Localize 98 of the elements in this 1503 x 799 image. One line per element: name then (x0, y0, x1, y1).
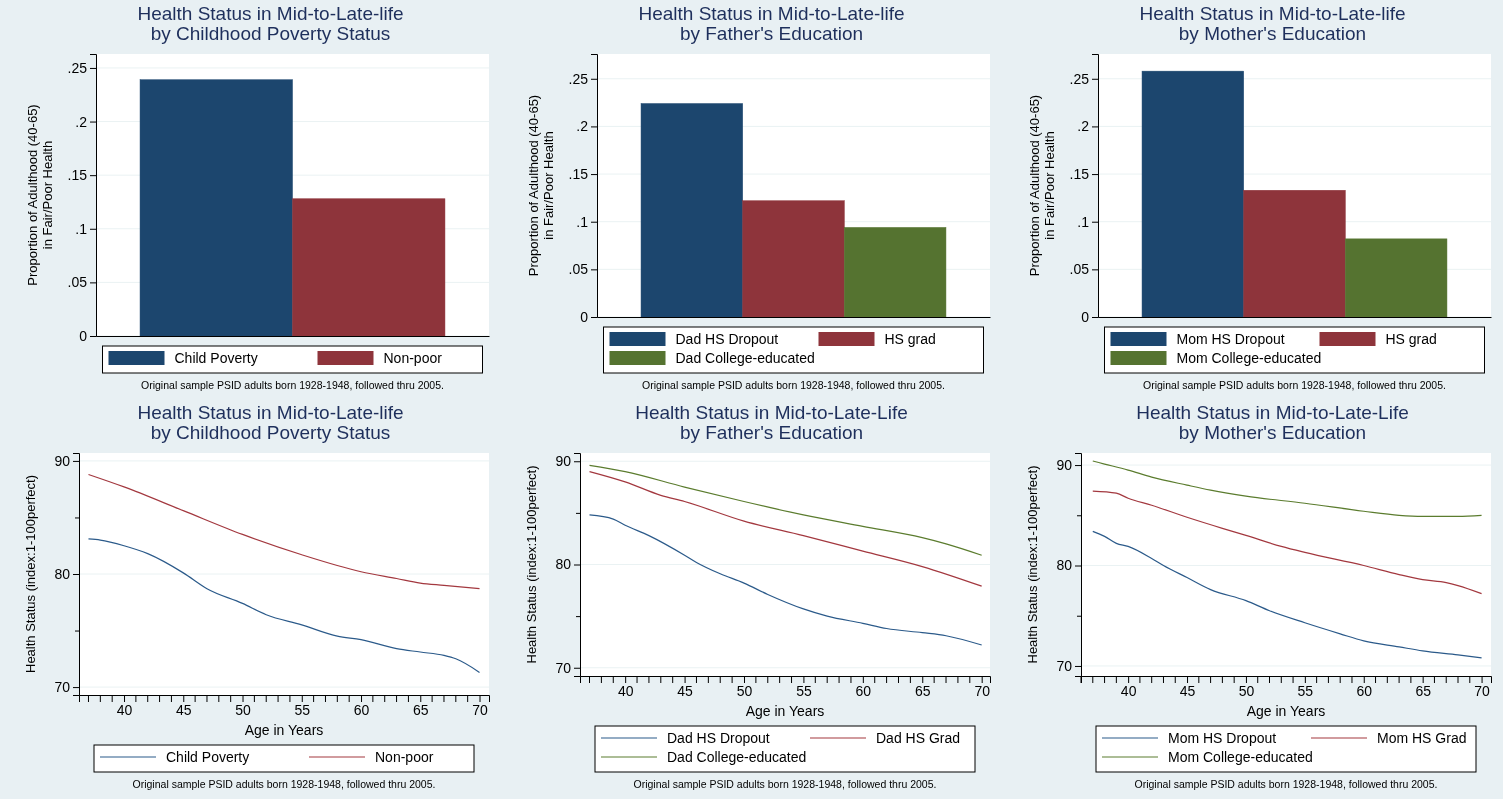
bar (1345, 238, 1448, 318)
x-axis-title: Age in Years (244, 722, 324, 738)
x-tick-label: 45 (1179, 682, 1196, 699)
x-tick-label: 70 (1474, 682, 1491, 699)
x-tick-label: 55 (1297, 682, 1314, 699)
legend-label: Mom HS Dropout (1176, 331, 1285, 347)
legend-label: HS grad (884, 331, 936, 347)
y-tick-label: .15 (1069, 166, 1090, 183)
x-tick-label: 40 (1120, 682, 1137, 699)
line-series (588, 470, 983, 587)
legend-label: Dad HS Dropout (675, 331, 779, 347)
y-tick-label: 90 (555, 453, 572, 470)
legend-label: Non-poor (375, 749, 434, 765)
legend-label: Child Poverty (174, 350, 258, 366)
legend-label: Dad HS Dropout (667, 730, 770, 746)
legend-label: HS grad (1385, 331, 1437, 347)
line-series (87, 538, 481, 673)
x-tick-label: 50 (736, 682, 753, 699)
legend-label: Mom HS Grad (1377, 730, 1467, 746)
line-series (588, 464, 983, 556)
text: Original sample PSID adults born 1928-1948, followed thru 2005. (1134, 778, 1438, 790)
y-tick-label: .15 (67, 167, 88, 184)
y-tick-label: 70 (555, 659, 572, 676)
legend-label: Dad College-educated (675, 350, 815, 366)
y-axis-title: Proportion of Adulthood (40-65) in Fair/Poor Health (25, 104, 55, 286)
y-tick-label: .15 (568, 166, 589, 183)
chart-title: Health Status in Mid-to-Late-Life by Mother's Education (1136, 402, 1409, 443)
text: Original sample PSID adults born 1928-1948, followed thru 2005. (132, 778, 436, 790)
text: Original sample PSID adults born 1928-1948, followed thru 2005. (633, 778, 937, 790)
y-tick-label: 90 (54, 452, 71, 469)
y-axis-title: Health Status (index:1-100perfect) (23, 475, 38, 673)
bar (742, 200, 845, 318)
legend-label: Mom College-educated (1168, 749, 1313, 765)
y-tick-label: 80 (54, 565, 71, 582)
y-tick-label: .1 (75, 220, 88, 237)
y-tick-label: .05 (67, 274, 88, 291)
y-tick-label: .1 (1077, 213, 1090, 230)
x-tick-label: 70 (472, 701, 489, 718)
y-tick-label: 80 (555, 556, 572, 573)
x-tick-label: 40 (617, 682, 634, 699)
y-tick-label: 70 (1056, 657, 1073, 674)
text: Original sample PSID adults born 1928-1948, followed thru 2005. (642, 379, 945, 391)
y-tick-label: 80 (1056, 557, 1073, 574)
legend-label: Child Poverty (166, 749, 250, 765)
x-tick-label: 60 (353, 701, 370, 718)
chart-title: Health Status in Mid-to-Late-life by Childhood Poverty Status (137, 402, 404, 443)
chart-title: Health Status in Mid-to-Late-life by Father's Education (638, 3, 905, 44)
chart-title: Health Status in Mid-to-Late-Life by Father's Education (635, 402, 908, 443)
x-tick-label: 60 (1356, 682, 1373, 699)
chart-title: Health Status in Mid-to-Late-life by Mother's Education (1139, 3, 1406, 44)
x-tick-label: 65 (914, 682, 931, 699)
legend-label: Mom College-educated (1176, 350, 1322, 366)
x-axis-title: Age in Years (1246, 703, 1326, 719)
legend-label: Non-poor (383, 350, 443, 366)
line-series (1092, 460, 1483, 517)
bar (1243, 190, 1346, 318)
x-tick-label: 55 (294, 701, 311, 718)
y-tick-label: .1 (576, 213, 589, 230)
x-axis-title: Age in Years (745, 703, 825, 719)
x-tick-label: 65 (1415, 682, 1432, 699)
line-series (588, 514, 983, 646)
legend-label: Dad HS Grad (876, 730, 961, 746)
y-tick-label: 0 (1081, 308, 1090, 325)
y-axis-title: Health Status (index:1-100perfect) (1025, 465, 1040, 664)
x-tick-label: 60 (855, 682, 872, 699)
text: Original sample PSID adults born 1928-1948, followed thru 2005. (1143, 379, 1446, 391)
y-tick-label: .25 (568, 70, 589, 87)
y-tick-label: 0 (79, 327, 88, 344)
x-tick-label: 55 (796, 682, 812, 699)
x-tick-label: 45 (677, 682, 694, 699)
chart-title: Health Status in Mid-to-Late-life by Childhood Poverty Status (137, 3, 404, 44)
y-tick-label: .2 (1077, 118, 1090, 135)
line-series (1092, 530, 1483, 659)
line-series (87, 473, 481, 590)
x-tick-label: 70 (974, 682, 991, 699)
legend-label: Dad College-educated (667, 749, 807, 765)
x-tick-label: 50 (1238, 682, 1255, 699)
y-axis-title: Health Status (index:1-100perfect) (524, 465, 539, 664)
x-tick-label: 45 (175, 701, 192, 718)
y-tick-label: 90 (1056, 457, 1073, 474)
y-axis-title: Proportion of Adulthood (40-65) in Fair/Poor Health (1027, 94, 1057, 277)
y-tick-label: .05 (568, 261, 589, 278)
y-axis-title: Proportion of Adulthood (40-65) in Fair/Poor Health (526, 94, 556, 277)
bar (1141, 70, 1244, 318)
y-tick-label: .05 (1069, 261, 1090, 278)
text: Original sample PSID adults born 1928-1948, followed thru 2005. (141, 379, 444, 391)
x-tick-label: 40 (116, 701, 133, 718)
line-series (1092, 490, 1483, 595)
legend-label: Mom HS Dropout (1168, 730, 1277, 746)
y-tick-label: 0 (580, 308, 589, 325)
y-tick-label: .25 (67, 59, 88, 76)
y-tick-label: .2 (576, 118, 589, 135)
bar (640, 103, 743, 318)
bar (844, 227, 947, 318)
y-tick-label: .25 (1069, 70, 1090, 87)
y-tick-label: .2 (75, 113, 88, 130)
x-tick-label: 50 (235, 701, 252, 718)
x-tick-label: 65 (412, 701, 429, 718)
